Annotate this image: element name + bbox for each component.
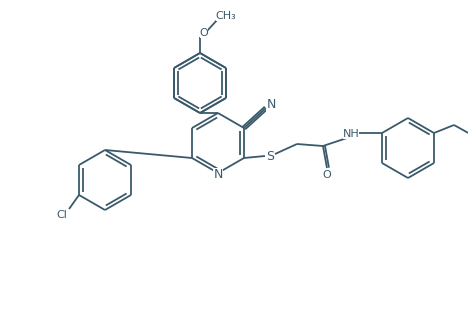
Text: O: O — [200, 28, 208, 38]
Text: N: N — [213, 168, 223, 180]
Text: S: S — [266, 150, 274, 162]
Text: NH: NH — [343, 129, 359, 139]
Text: N: N — [266, 98, 276, 112]
Text: Cl: Cl — [57, 210, 67, 220]
Text: CH₃: CH₃ — [216, 11, 236, 21]
Text: O: O — [322, 170, 331, 180]
